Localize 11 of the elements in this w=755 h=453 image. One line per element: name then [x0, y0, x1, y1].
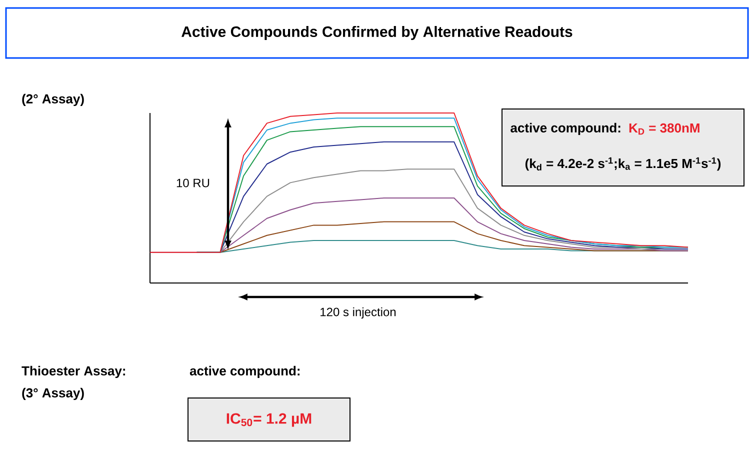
- text: IC$_{50}$= 1.2 µM: [226, 413, 312, 427]
- annotation: active compound:: [510, 122, 620, 136]
- chart-title: Active Compounds Confirmed by Alternative Readouts: [182, 26, 572, 40]
- text: (k$_{d}$ = 4.2e-2 s$^{-1}$;k$_{a}$ = 1.1e5 M$^{-1}$s$^{-1}$): [525, 157, 721, 171]
- text: Thioester Assay:: [22, 366, 126, 378]
- text: active compound:: [190, 366, 300, 378]
- annotation: 10 RU: [176, 178, 210, 188]
- text: (3° Assay): [22, 388, 84, 400]
- text: 120 s injection: [320, 307, 396, 319]
- annotation: K$_{D}$ = 380nM: [629, 123, 700, 135]
- text: (2° Assay): [22, 94, 84, 106]
